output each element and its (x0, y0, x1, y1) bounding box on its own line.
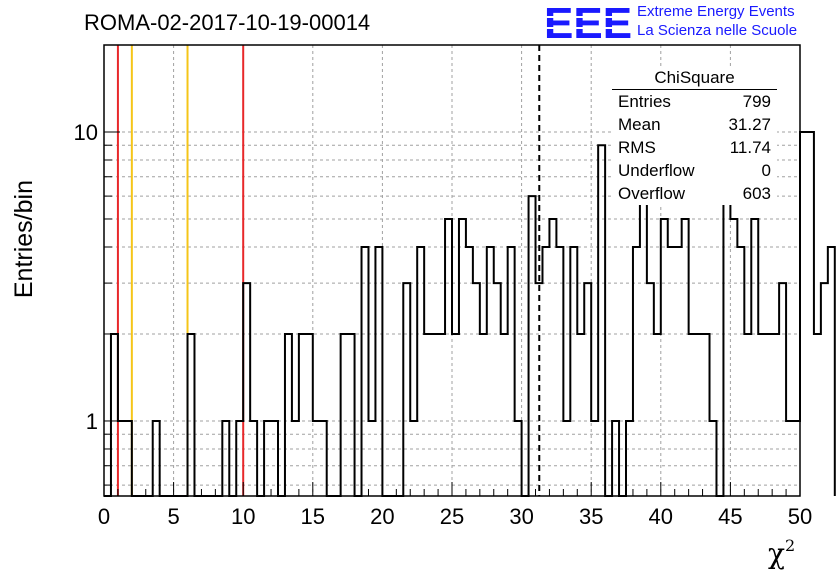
stats-value: 31.27 (728, 115, 771, 134)
stats-label: Underflow (618, 161, 695, 180)
stats-title: ChiSquare (612, 68, 777, 90)
x-axis-ticks: 0 5 10 15 20 25 30 35 40 45 50 (98, 482, 812, 529)
x-tick-label: 45 (718, 504, 742, 529)
x-axis-label-sup: 2 (784, 536, 796, 555)
stats-label: Overflow (618, 184, 686, 203)
y-axis-label: Entries/bin (10, 180, 38, 299)
marker-lines (116, 45, 541, 496)
x-tick-label: 20 (370, 504, 394, 529)
logo-line2: La Scienza nelle Scuole (637, 22, 798, 39)
x-tick-label: 25 (440, 504, 464, 529)
stats-label: Entries (618, 92, 671, 111)
y-axis-ticks: 1 10 (74, 120, 120, 486)
x-tick-label: 0 (98, 504, 110, 529)
stats-value: 799 (742, 92, 771, 111)
stats-row: Mean 31.27 (612, 113, 777, 136)
stats-row: Overflow 603 (612, 182, 777, 205)
stats-box: ChiSquare Entries 799 Mean 31.27 RMS 11.74 … (612, 68, 777, 205)
x-tick-label: 5 (167, 504, 179, 529)
y-axis-label-wrap: Entries/bin (8, 180, 38, 298)
y-tick-label: 10 (74, 120, 98, 145)
histogram-series (104, 130, 836, 497)
x-tick-label: 40 (649, 504, 673, 529)
stats-row: Underflow 0 (612, 159, 777, 182)
stats-row: RMS 11.74 (612, 136, 777, 159)
stats-value: 11.74 (729, 138, 771, 157)
stats-label: RMS (618, 138, 656, 157)
x-tick-label: 15 (301, 504, 325, 529)
stats-value: 603 (742, 184, 771, 203)
x-axis-label-wrap: χ2 (768, 536, 795, 570)
stats-value: 0 (761, 161, 771, 180)
x-tick-label: 30 (509, 504, 533, 529)
x-axis-label: χ (768, 537, 785, 570)
x-tick-label: 35 (579, 504, 603, 529)
x-tick-label: 10 (231, 504, 255, 529)
y-tick-label: 1 (86, 409, 98, 434)
stats-label: Mean (618, 115, 661, 134)
x-tick-label: 50 (788, 504, 812, 529)
eee-logo-icon: EEE (544, 2, 632, 42)
logo-text: EEE (544, 2, 632, 42)
logo-line1: Extreme Energy Events (637, 3, 795, 20)
chart-title: ROMA-02-2017-10-19-00014 (84, 10, 371, 35)
stats-row: Entries 799 (612, 90, 777, 113)
